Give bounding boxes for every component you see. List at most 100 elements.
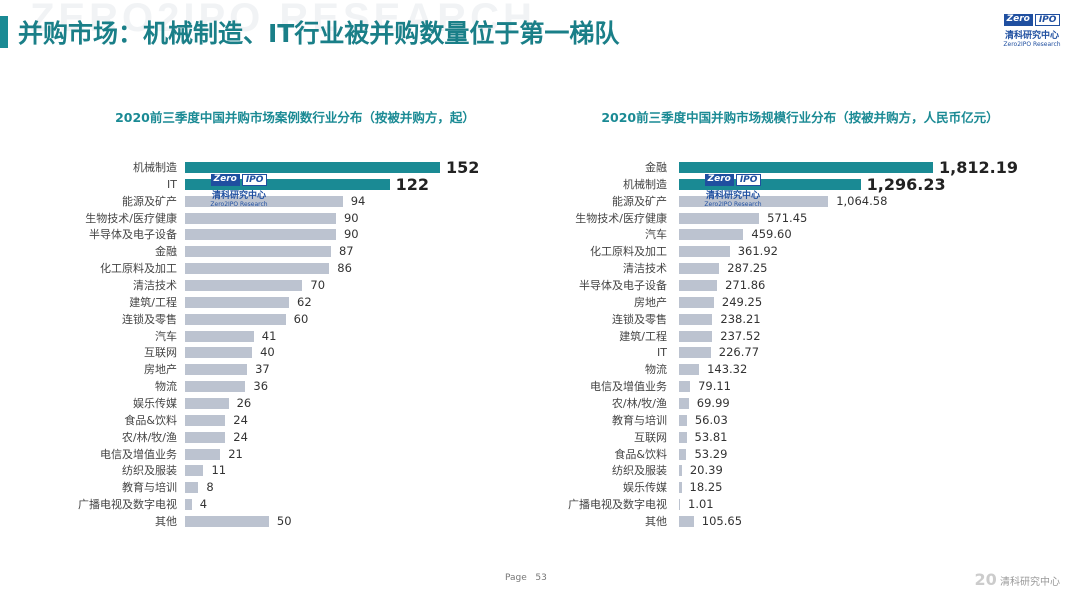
data-label: 90 bbox=[343, 227, 359, 242]
data-label: 90 bbox=[343, 210, 359, 225]
category-text: 食品&饮料 bbox=[124, 413, 177, 427]
category-label: 汽车 bbox=[540, 226, 667, 243]
category-text: 教育与培训 bbox=[122, 481, 177, 495]
category-text: 化工原料及加工 bbox=[100, 262, 177, 276]
bar bbox=[185, 178, 390, 190]
logo-left: Zero bbox=[1003, 14, 1033, 26]
bar bbox=[679, 499, 680, 511]
bar bbox=[679, 229, 744, 241]
logo-cn: 清科研究中心 bbox=[1004, 31, 1059, 41]
category-text: 半导体及电子设备 bbox=[89, 228, 177, 242]
category-label: 金融 bbox=[540, 159, 667, 176]
data-label: 86 bbox=[337, 261, 352, 276]
data-label: 56.03 bbox=[694, 412, 728, 427]
category-label: 生物技术/医疗健康 bbox=[0, 210, 177, 227]
category-text: 金融 bbox=[155, 245, 177, 259]
page-number: Page 53 bbox=[505, 573, 547, 583]
category-label: 建筑/工程 bbox=[0, 294, 177, 311]
data-label: 53.81 bbox=[694, 429, 728, 444]
data-label: 62 bbox=[297, 294, 312, 309]
data-label: 143.32 bbox=[707, 362, 748, 377]
bar bbox=[679, 330, 713, 342]
page-title: 并购市场：机械制造、IT行业被并购数量位于第一梯队 bbox=[18, 19, 620, 48]
data-label: 459.60 bbox=[751, 227, 792, 242]
chart-title: 2020前三季度中国并购市场规模行业分布（按被并购方，人民币亿元） bbox=[601, 110, 999, 125]
bar bbox=[679, 398, 689, 410]
bar bbox=[185, 516, 269, 528]
category-label: 机械制造 bbox=[0, 159, 177, 176]
category-text: 汽车 bbox=[645, 228, 667, 242]
watermark-logo: Zero IPO 清科研究中心 Zero2IPO Research bbox=[704, 174, 762, 208]
category-text: 物流 bbox=[155, 380, 177, 394]
bar bbox=[679, 162, 933, 173]
watermark-logo: Zero IPO 清科研究中心 Zero2IPO Research bbox=[210, 174, 268, 208]
bar bbox=[679, 347, 711, 359]
category-label: 半导体及电子设备 bbox=[0, 226, 177, 243]
bar bbox=[679, 381, 691, 393]
category-text: 生物技术/医疗健康 bbox=[85, 211, 177, 225]
category-text: 金融 bbox=[645, 161, 667, 174]
chart-deal-count: 2020前三季度中国并购市场案例数行业分布（按被并购方，起） 机械制造 152 IT… bbox=[0, 100, 540, 540]
category-label: 连锁及零售 bbox=[0, 311, 177, 328]
category-text: 生物技术/医疗健康 bbox=[575, 211, 667, 225]
category-text: 广播电视及数字电视 bbox=[78, 498, 177, 512]
bar bbox=[679, 414, 687, 426]
data-label: 571.45 bbox=[767, 210, 808, 225]
category-label: 能源及矿产 bbox=[540, 193, 667, 210]
category-label: 娱乐传媒 bbox=[0, 395, 177, 412]
category-text: 互联网 bbox=[144, 346, 177, 360]
bar bbox=[679, 296, 714, 308]
category-label: 互联网 bbox=[0, 344, 177, 361]
data-label: 87 bbox=[338, 244, 354, 259]
data-label: 20.39 bbox=[689, 463, 723, 478]
category-text: 广播电视及数字电视 bbox=[568, 498, 667, 512]
category-label: 电信及增值业务 bbox=[540, 378, 667, 395]
brand-logo: Zero IPO 清科研究中心 Zero2IPO Research bbox=[1000, 14, 1064, 48]
bar bbox=[679, 178, 861, 190]
category-label: 食品&饮料 bbox=[0, 412, 177, 429]
category-text: IT bbox=[657, 346, 667, 360]
bar bbox=[679, 482, 682, 494]
data-label: 237.52 bbox=[720, 328, 761, 343]
category-label: IT bbox=[0, 176, 177, 193]
data-label: 238.21 bbox=[720, 311, 761, 326]
category-text: 农/林/牧/渔 bbox=[611, 397, 667, 411]
data-label: 4 bbox=[199, 497, 208, 512]
category-text: 建筑/工程 bbox=[129, 295, 177, 309]
bar bbox=[185, 381, 246, 393]
bar bbox=[185, 364, 248, 376]
chart-deal-size: 2020前三季度中国并购市场规模行业分布（按被并购方，人民币亿元） 金融 1,81… bbox=[540, 100, 1080, 540]
category-label: 农/林/牧/渔 bbox=[0, 429, 177, 446]
data-label: 226.77 bbox=[718, 345, 760, 360]
category-label: 建筑/工程 bbox=[540, 328, 667, 345]
data-label: 1,296.23 bbox=[866, 174, 946, 194]
category-label: 房地产 bbox=[0, 361, 177, 378]
category-label: 生物技术/医疗健康 bbox=[540, 210, 667, 227]
data-label: 70 bbox=[310, 278, 326, 293]
bar bbox=[185, 347, 253, 359]
category-label: IT bbox=[540, 344, 667, 361]
data-label: 271.86 bbox=[725, 278, 766, 293]
category-text: 房地产 bbox=[144, 363, 177, 377]
category-text: 汽车 bbox=[155, 329, 177, 343]
category-label: 化工原料及加工 bbox=[540, 243, 667, 260]
category-label: 娱乐传媒 bbox=[540, 479, 667, 496]
bar bbox=[185, 448, 221, 460]
category-label: 连锁及零售 bbox=[540, 311, 667, 328]
category-text: 清洁技术 bbox=[133, 279, 177, 293]
bar bbox=[679, 431, 687, 443]
footer-logo: 20 清科研究中心 bbox=[974, 570, 1060, 589]
category-label: 物流 bbox=[0, 378, 177, 395]
category-label: 化工原料及加工 bbox=[0, 260, 177, 277]
bar bbox=[679, 364, 700, 376]
category-text: 机械制造 bbox=[623, 177, 667, 191]
category-text: 电信及增值业务 bbox=[100, 447, 177, 461]
bar bbox=[679, 280, 718, 292]
data-label: 50 bbox=[276, 514, 292, 529]
category-text: 其他 bbox=[645, 515, 667, 529]
watermark: ZERO2IPO RESEARCH bbox=[30, 0, 536, 40]
category-label: 其他 bbox=[0, 513, 177, 530]
bar bbox=[679, 263, 720, 275]
bar bbox=[185, 482, 199, 494]
category-label: 能源及矿产 bbox=[0, 193, 177, 210]
